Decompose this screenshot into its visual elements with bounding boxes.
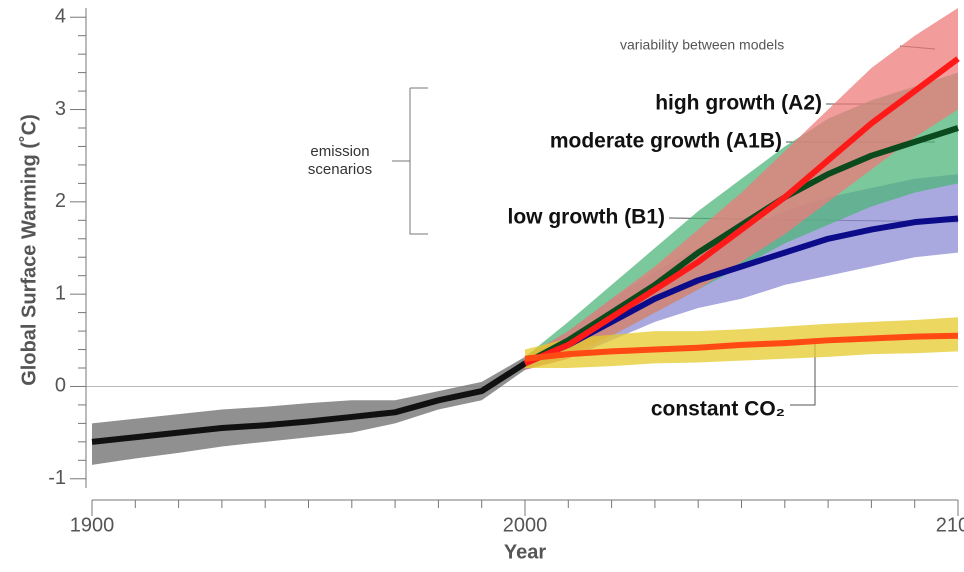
y-axis-title: Global Surface Warming (˚C)	[17, 114, 40, 386]
series-label: moderate growth (A1B)	[550, 130, 782, 153]
series-label: constant CO₂	[651, 398, 785, 421]
x-axis-title: Year	[504, 541, 546, 563]
y-tick-label: 0	[55, 375, 66, 397]
y-tick-label: -1	[48, 467, 66, 489]
series-line	[524, 332, 959, 362]
series-line	[523, 125, 959, 367]
x-tick-label: 2000	[503, 514, 548, 536]
scenarios-label: emission scenarios	[307, 143, 373, 178]
leader-line	[790, 340, 816, 406]
scenario-bracket	[392, 87, 428, 235]
variability-band	[525, 8, 958, 370]
series-label: high growth (A2)	[655, 92, 822, 115]
series-line	[523, 56, 960, 367]
variability-label: variability between models	[620, 37, 784, 53]
x-tick-label: 2100	[936, 514, 964, 536]
series-label: low growth (B1)	[508, 206, 665, 229]
series-line	[91, 360, 527, 445]
x-tick-label: 1900	[70, 514, 115, 536]
y-tick-label: 2	[55, 190, 66, 212]
y-tick-label: 4	[55, 6, 66, 28]
y-tick-label: 1	[55, 282, 66, 304]
y-tick-label: 3	[55, 98, 66, 120]
variability-band	[92, 356, 525, 465]
